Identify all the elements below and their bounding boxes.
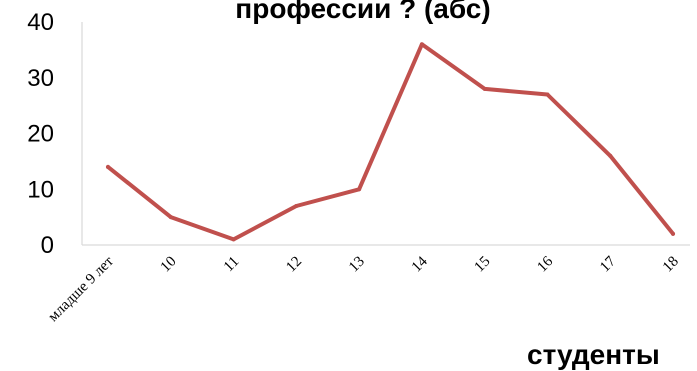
x-tick-label: 15 (472, 254, 494, 276)
x-tick-label: 12 (283, 254, 305, 276)
x-tick-labels: младше 9 лет 10 11 12 13 14 15 16 17 18 (45, 253, 682, 325)
data-point (294, 203, 299, 208)
footer-text: студенты (527, 339, 660, 370)
footer-group: студенты (527, 339, 660, 370)
data-point (106, 164, 110, 169)
series-group (106, 42, 675, 242)
series-line (106, 42, 675, 242)
y-tick-labels: 0 10 20 30 40 (27, 9, 54, 259)
data-point (168, 215, 173, 220)
x-tick-label: 11 (221, 254, 243, 276)
data-point (482, 86, 487, 91)
x-tick-label: 10 (158, 254, 180, 276)
chart-title: профессии ? (абс) (235, 0, 490, 24)
y-tick-label: 30 (27, 65, 54, 92)
y-tick-label: 10 (27, 176, 54, 203)
data-point (357, 187, 362, 192)
y-tick-label: 0 (41, 232, 54, 259)
data-point (671, 231, 675, 236)
chart-title-group: профессии ? (абс) (235, 0, 490, 24)
x-tick-label: 14 (409, 253, 431, 275)
x-tick-label: 13 (346, 254, 368, 276)
data-point (231, 237, 236, 242)
data-point (419, 42, 424, 47)
axes (81, 22, 690, 246)
x-tick-label: 17 (597, 253, 619, 275)
data-point (545, 92, 550, 97)
data-point (608, 153, 613, 158)
y-tick-label: 20 (27, 121, 54, 148)
x-tick-label: 16 (534, 253, 556, 275)
y-tick-label: 40 (27, 9, 54, 36)
x-tick-label: 18 (660, 254, 682, 276)
x-tick-label: младше 9 лет (45, 253, 117, 325)
